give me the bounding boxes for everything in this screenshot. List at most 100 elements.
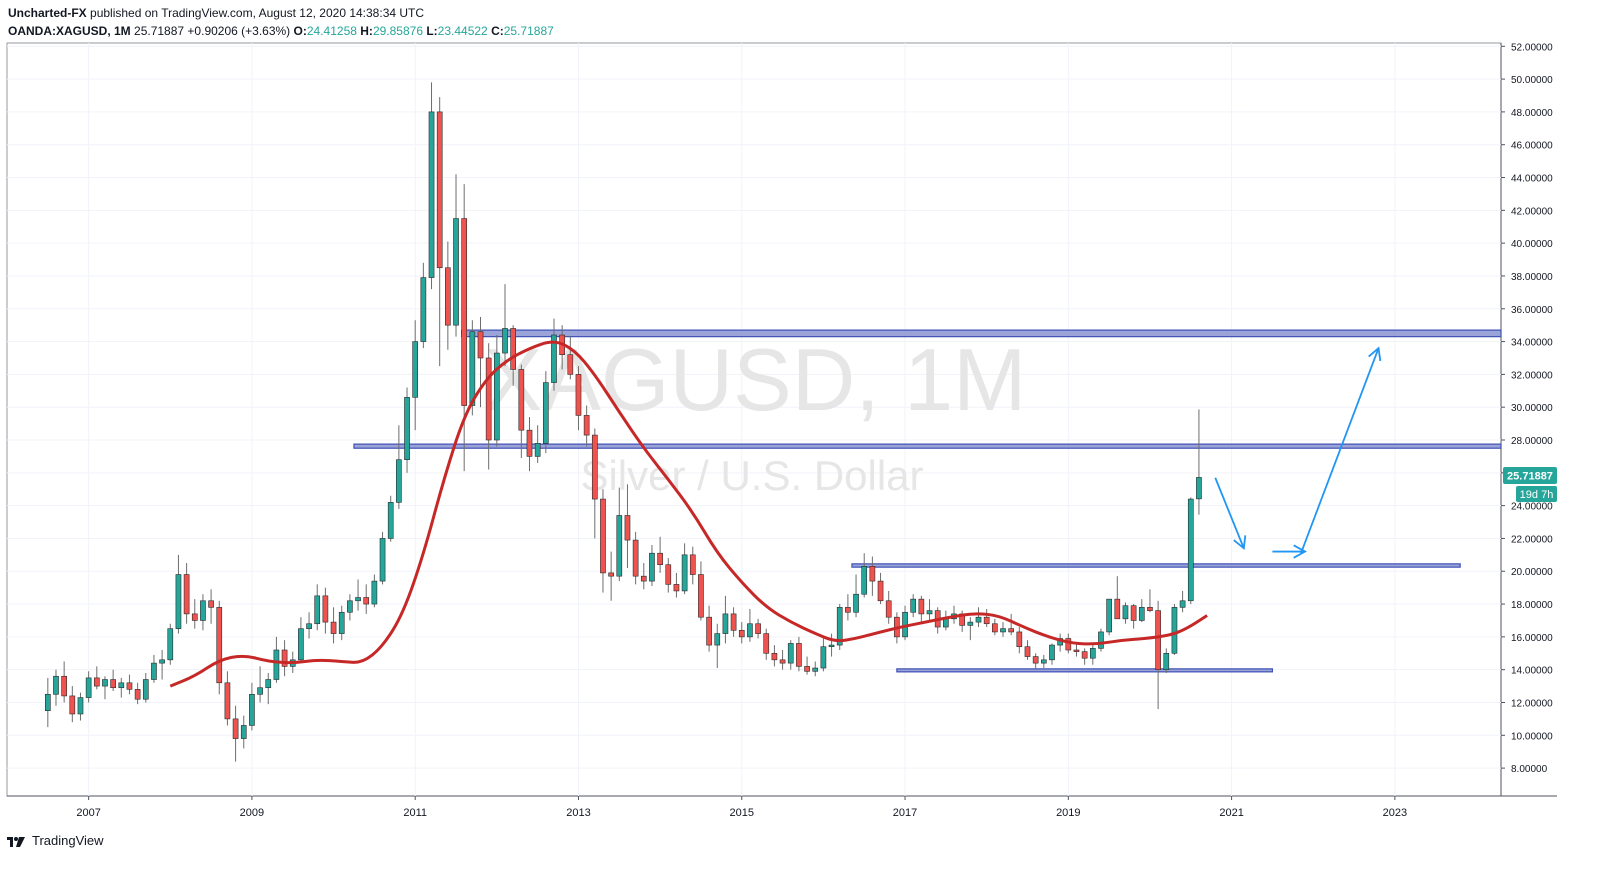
candle-body [1065,638,1072,651]
candle-body [992,623,998,633]
candle-body [44,693,51,711]
price-tick-label: 24.00000 [1511,502,1553,513]
candle-body [1163,652,1170,670]
candle-body [828,644,835,648]
candle-body [322,595,329,623]
candle-body [453,218,459,326]
horizontal-zones[interactable] [353,329,1502,673]
time-scale[interactable]: 2007 2009 2011 2013 2015 2017 2019 2021 2023 [76,796,1407,819]
candle-body [151,662,157,680]
countdown-tag-text: 19d 7h [1520,489,1554,501]
last-price-tag [1503,467,1557,484]
watermark-description: Silver / U.S. Dollar [580,452,923,499]
candle-body [943,618,949,628]
price-tick-label: 18.00000 [1511,600,1553,611]
arrow-shaft[interactable] [1214,477,1245,549]
candle-body [583,415,590,436]
candle-body [820,646,827,669]
candle-body [551,334,557,383]
candle-body [347,600,353,613]
time-tick-label: 2017 [893,807,917,819]
price-scale[interactable]: 8.00000 10.00000 12.00000 14.00000 16.00000 1… [1501,42,1553,775]
candle-body [983,616,990,625]
candle-body [273,649,280,680]
time-tick-label: 2009 [240,807,264,819]
candle-body [510,328,516,370]
sr-zone[interactable] [851,563,1461,568]
candle-body [281,649,288,667]
price-tick-label: 30.00000 [1511,403,1553,414]
candle-body [191,613,198,621]
candle-body [420,277,427,342]
candle-body [755,623,761,634]
publish-line: Uncharted-FX published on TradingView.co… [8,6,424,20]
candle-body [616,515,623,577]
price-tick-label: 12.00000 [1511,698,1553,709]
candle-body [1155,610,1161,670]
price-tick-label: 28.00000 [1511,436,1553,447]
candle-body [1024,646,1031,657]
time-tick-label: 2011 [403,807,427,819]
publisher-name[interactable]: Uncharted-FX [8,6,87,20]
candle-body [681,554,688,592]
candle-body [763,633,770,654]
candle-body [967,621,974,626]
price-tick-label: 16.00000 [1511,633,1553,644]
sr-zone[interactable] [353,443,1502,449]
candle-body [787,643,794,664]
candle-body [396,459,402,503]
candle-body [747,623,753,638]
grid [7,43,1501,796]
price-tick-label: 14.00000 [1511,666,1553,677]
price-tick-label: 32.00000 [1511,370,1553,381]
low-label: L: [426,24,438,38]
price-tick-label: 42.00000 [1511,206,1553,217]
candle-body [624,515,631,541]
publish-info: published on TradingView.com, August 12,… [90,6,425,20]
tradingview-logo-icon [7,836,25,847]
candle-body [232,718,239,739]
candle-body [698,574,704,618]
price-tick-label: 34.00000 [1511,338,1553,349]
candle-body [1016,631,1023,648]
candle-body [1130,605,1137,621]
time-tick-label: 2023 [1383,807,1407,819]
candle-body [93,677,100,687]
close-label: C: [491,24,504,38]
sr-zone[interactable] [896,668,1274,673]
time-tick-label: 2015 [730,807,754,819]
arrow-head [1233,535,1247,551]
candle-body [134,689,141,700]
candle-body [379,538,386,582]
candle-body [975,616,982,623]
candle-body [314,595,321,625]
candle-body [69,695,76,715]
footer-brand[interactable]: TradingView [6,833,104,848]
arrow-shaft[interactable] [1300,347,1380,554]
watermark-symbol: XAGUSD, 1M [484,330,1027,429]
candle-body [1187,498,1194,602]
open-value: 24.41258 [306,24,357,38]
candle-body [1179,600,1186,608]
time-tick-label: 2013 [566,807,590,819]
candle-body [1032,656,1039,664]
candle-body [608,572,614,577]
candle-body [485,357,492,441]
price-tick-label: 8.00000 [1511,764,1548,775]
candle-body [706,616,712,646]
candle-body [1040,659,1047,664]
candle-body [534,442,541,457]
sr-zone[interactable] [461,329,1502,338]
candle-body [1000,628,1006,633]
last-price: 25.71887 [134,24,185,38]
price-tick-label: 46.00000 [1511,141,1553,152]
projection-arrows[interactable] [1214,346,1382,559]
candle-body [836,607,843,646]
candle-body [1089,648,1096,659]
candle-body [159,659,165,664]
arrow-head [1368,346,1382,362]
candle-body [1008,628,1014,633]
candle-body [885,600,892,618]
candle-body [338,611,345,634]
